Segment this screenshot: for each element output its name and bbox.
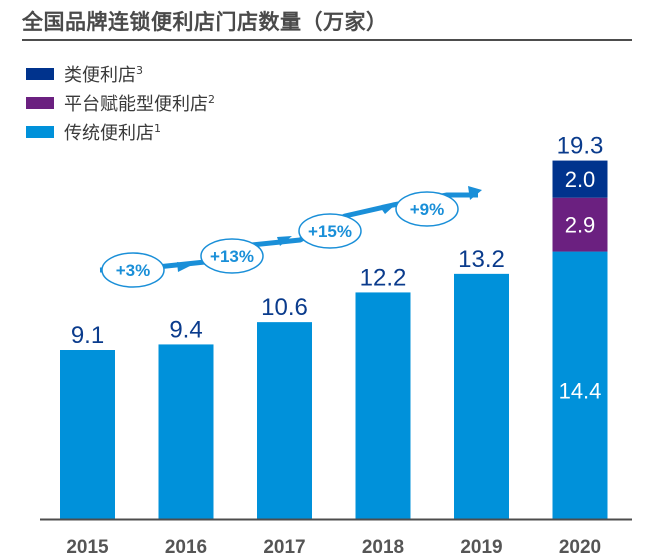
growth-bubble (298, 213, 362, 249)
bar-segment-2020-1 (552, 197, 608, 252)
legend-swatch (26, 125, 54, 138)
x-tick-label: 2020 (559, 537, 601, 557)
bar-segment-2018-0 (355, 292, 411, 519)
x-tick-label: 2015 (66, 537, 109, 557)
footnote-marker: 1 (154, 121, 161, 135)
bar-total-label: 10.6 (261, 294, 308, 321)
bar-total-label: 9.1 (71, 322, 104, 349)
bar-total-label: 13.2 (458, 246, 505, 273)
x-tick-label: 2019 (460, 537, 502, 557)
bar-total-label: 12.2 (360, 264, 407, 291)
bar-segment-2020-2 (552, 160, 608, 198)
growth-arrowhead (380, 205, 395, 214)
growth-label: +3% (116, 261, 151, 280)
bar-inner-label: 2.0 (565, 167, 596, 192)
footnote-marker: 2 (208, 92, 215, 106)
growth-bubble (200, 238, 264, 274)
legend-item-platform-enabled: 平台赋能型便利店2 (26, 90, 215, 115)
bar-segment-2017-0 (257, 322, 312, 519)
bar-segment-2015-0 (60, 350, 115, 519)
legend: 类便利店3 平台赋能型便利店2 传统便利店1 (26, 61, 215, 148)
x-tick-label: 2018 (362, 537, 404, 557)
x-tick-label: 2016 (165, 537, 207, 557)
legend-item-class-convenience: 类便利店3 (26, 61, 215, 86)
bar-segment-2020-0 (552, 251, 608, 520)
title-divider (22, 39, 632, 41)
growth-arrowhead (277, 236, 292, 246)
footnote-marker: 3 (136, 63, 143, 77)
legend-swatch (26, 96, 54, 109)
growth-label: +9% (410, 200, 445, 219)
legend-label: 传统便利店 (64, 122, 154, 144)
growth-arrowhead (468, 186, 482, 200)
chart-title: 全国品牌连锁便利店门店数量（万家） (22, 10, 388, 34)
bar-total-label: 9.4 (169, 316, 202, 343)
growth-label: +15% (308, 222, 352, 241)
legend-item-traditional: 传统便利店1 (26, 119, 215, 144)
bar-inner-label: 14.4 (559, 379, 602, 404)
legend-swatch (26, 67, 54, 80)
bar-segment-2019-0 (454, 273, 509, 519)
bar-inner-label: 2.9 (565, 213, 596, 238)
legend-label: 类便利店 (64, 64, 136, 86)
x-tick-label: 2017 (263, 537, 305, 557)
bar-total-label: 19.3 (557, 133, 604, 160)
growth-bubble (101, 252, 165, 288)
growth-bubble (395, 191, 459, 227)
legend-label: 平台赋能型便利店 (64, 93, 208, 115)
growth-arrowhead (177, 262, 192, 272)
growth-label: +13% (210, 247, 254, 266)
bar-segment-2016-0 (158, 344, 214, 519)
